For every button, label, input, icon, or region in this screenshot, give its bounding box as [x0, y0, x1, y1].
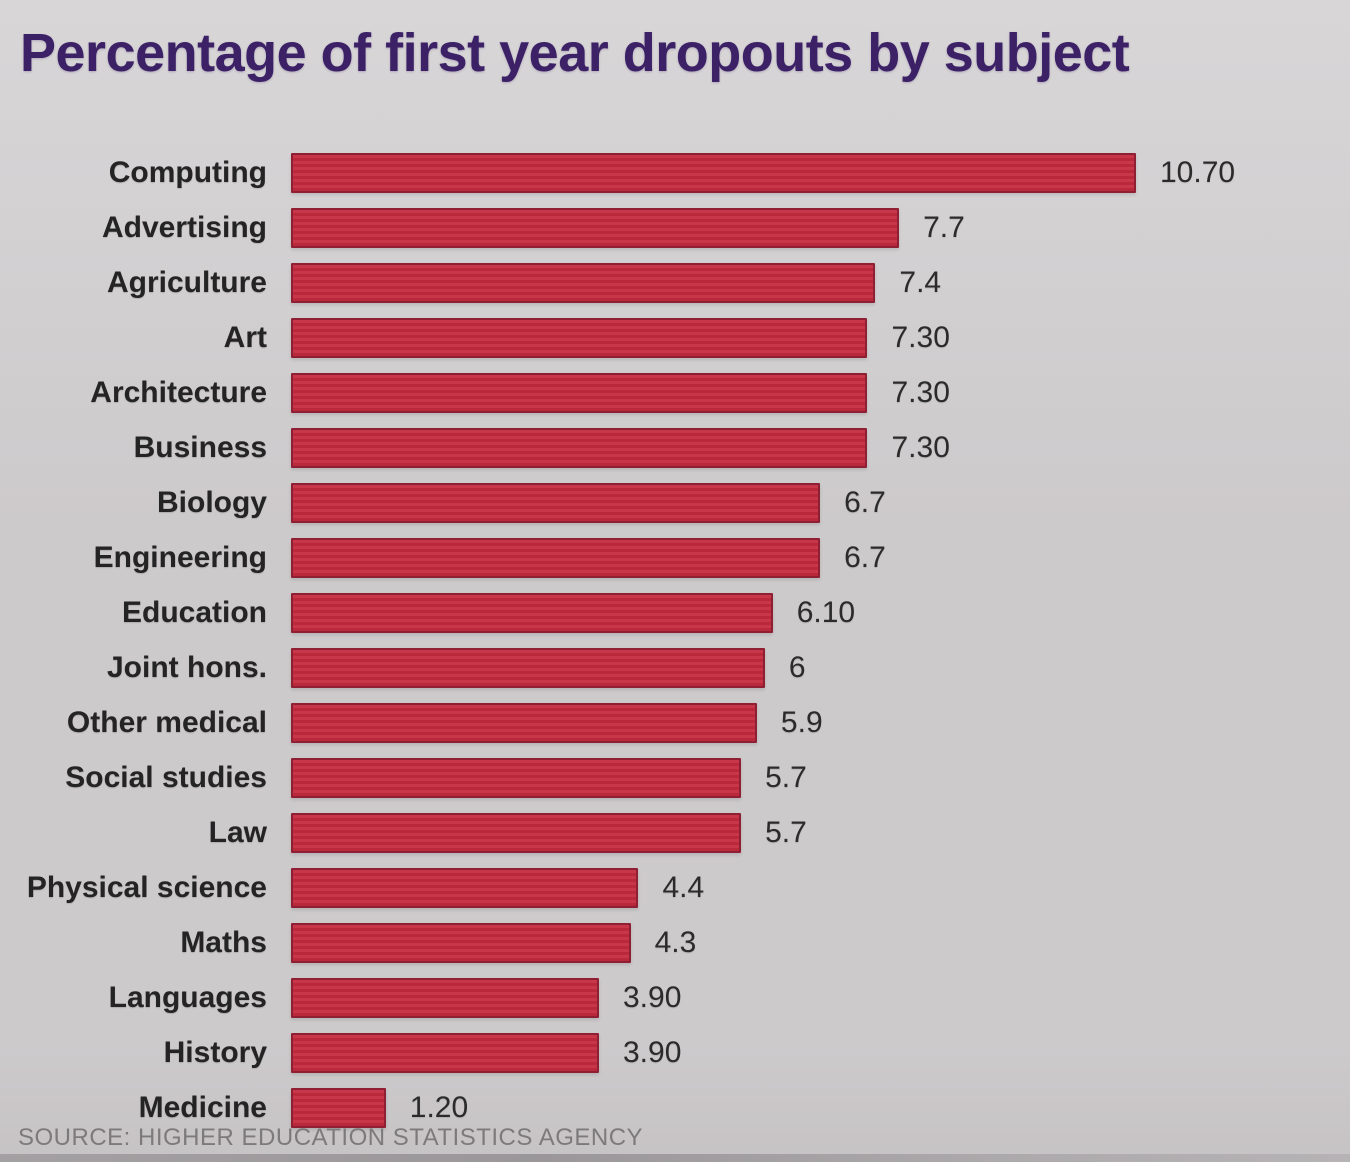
bar-row: Maths 4.3 — [0, 915, 1350, 970]
category-label: Other medical — [66, 705, 267, 739]
bar-row: Computing 10.70 — [0, 145, 1350, 200]
value-label: 7.4 — [899, 265, 942, 299]
bar-rows: Computing 10.70 Advertising 7.7 Agricult… — [0, 145, 1350, 1135]
bar-track: 4.4 — [291, 860, 1350, 915]
bar-track: 7.7 — [291, 200, 1350, 255]
value-label: 5.9 — [780, 705, 823, 739]
bar-track: 1.20 — [291, 1080, 1350, 1135]
bar-row: Agriculture 7.4 — [0, 255, 1350, 310]
bar — [291, 317, 868, 358]
bar-row: Joint hons. 6 — [0, 640, 1350, 695]
bar — [291, 702, 757, 743]
bar-chart: Computing 10.70 Advertising 7.7 Agricult… — [0, 145, 1350, 1135]
category-label: Maths — [180, 925, 267, 959]
category-label: History — [163, 1035, 267, 1069]
bar-track: 4.3 — [291, 915, 1350, 970]
category-label: Agriculture — [106, 265, 267, 299]
bar-track: 5.9 — [291, 695, 1350, 750]
bar-track: 7.30 — [291, 420, 1350, 475]
bar — [291, 812, 742, 853]
bar — [291, 1087, 386, 1128]
bar — [291, 482, 821, 523]
bar-track: 6.7 — [291, 475, 1350, 530]
bar — [291, 207, 900, 248]
category-label: Joint hons. — [107, 650, 267, 684]
bar-row: Other medical 5.9 — [0, 695, 1350, 750]
bar-track: 5.7 — [291, 750, 1350, 805]
bar-track: 6.10 — [291, 585, 1350, 640]
category-label: Education — [121, 595, 267, 629]
category-label: Engineering — [93, 540, 267, 574]
bar-row: Law 5.7 — [0, 805, 1350, 860]
category-label: Law — [208, 815, 267, 849]
chart-title: Percentage of first year dropouts by sub… — [20, 23, 1130, 83]
value-label: 4.4 — [662, 870, 705, 904]
bar — [291, 537, 821, 578]
value-label: 7.30 — [891, 320, 950, 354]
bar — [291, 1032, 599, 1073]
value-label: 6.7 — [844, 540, 886, 574]
bar-track: 6 — [291, 640, 1350, 695]
value-label: 6 — [788, 650, 806, 684]
category-label: Social studies — [65, 760, 267, 794]
bar-track: 6.7 — [291, 530, 1350, 585]
source-attribution: SOURCE: HIGHER EDUCATION STATISTICS AGEN… — [18, 1124, 644, 1151]
value-label: 7.7 — [923, 210, 965, 244]
value-label: 3.90 — [622, 980, 682, 1014]
bar-row: Art 7.30 — [0, 310, 1350, 365]
value-label: 5.7 — [765, 760, 807, 794]
bar-row: Social studies 5.7 — [0, 750, 1350, 805]
category-label: Computing — [108, 155, 267, 189]
bar-track: 3.90 — [291, 970, 1350, 1025]
bottom-edge-shadow — [0, 1154, 1350, 1162]
bar — [291, 757, 742, 798]
category-label: Business — [133, 430, 267, 464]
value-label: 1.20 — [409, 1090, 469, 1124]
bar — [291, 592, 773, 633]
bar-row: Languages 3.90 — [0, 970, 1350, 1025]
bar — [291, 152, 1136, 193]
category-label: Physical science — [26, 870, 267, 904]
category-label: Architecture — [90, 375, 267, 409]
value-label: 4.3 — [654, 925, 697, 959]
value-label: 3.90 — [622, 1035, 682, 1069]
bar-row: Education 6.10 — [0, 585, 1350, 640]
bar — [291, 427, 868, 468]
bar-row: Architecture 7.30 — [0, 365, 1350, 420]
bar — [291, 867, 639, 908]
value-label: 10.70 — [1160, 155, 1236, 189]
bar — [291, 647, 765, 688]
bar-row: Engineering 6.7 — [0, 530, 1350, 585]
bar — [291, 922, 631, 963]
value-label: 7.30 — [891, 430, 950, 464]
category-label: Languages — [108, 980, 267, 1014]
bar-row: Advertising 7.7 — [0, 200, 1350, 255]
bar-row: Physical science 4.4 — [0, 860, 1350, 915]
category-label: Art — [223, 320, 267, 354]
bar — [291, 262, 876, 303]
bar-row: Medicine 1.20 — [0, 1080, 1350, 1135]
bar-row: Business 7.30 — [0, 420, 1350, 475]
bar-track: 7.30 — [291, 365, 1350, 420]
bar-track: 3.90 — [291, 1025, 1350, 1080]
category-label: Biology — [157, 485, 267, 519]
bar-track: 5.7 — [291, 805, 1350, 860]
category-label: Medicine — [138, 1090, 267, 1124]
bar-track: 7.4 — [291, 255, 1350, 310]
bar-row: History 3.90 — [0, 1025, 1350, 1080]
value-label: 6.7 — [844, 485, 886, 519]
bar-track: 7.30 — [291, 310, 1350, 365]
bar — [291, 977, 599, 1018]
bar-row: Biology 6.7 — [0, 475, 1350, 530]
bar-track: 10.70 — [291, 145, 1350, 200]
category-label: Advertising — [101, 210, 267, 244]
value-label: 7.30 — [891, 375, 950, 409]
value-label: 5.7 — [765, 815, 807, 849]
value-label: 6.10 — [796, 595, 856, 629]
bar — [291, 372, 868, 413]
